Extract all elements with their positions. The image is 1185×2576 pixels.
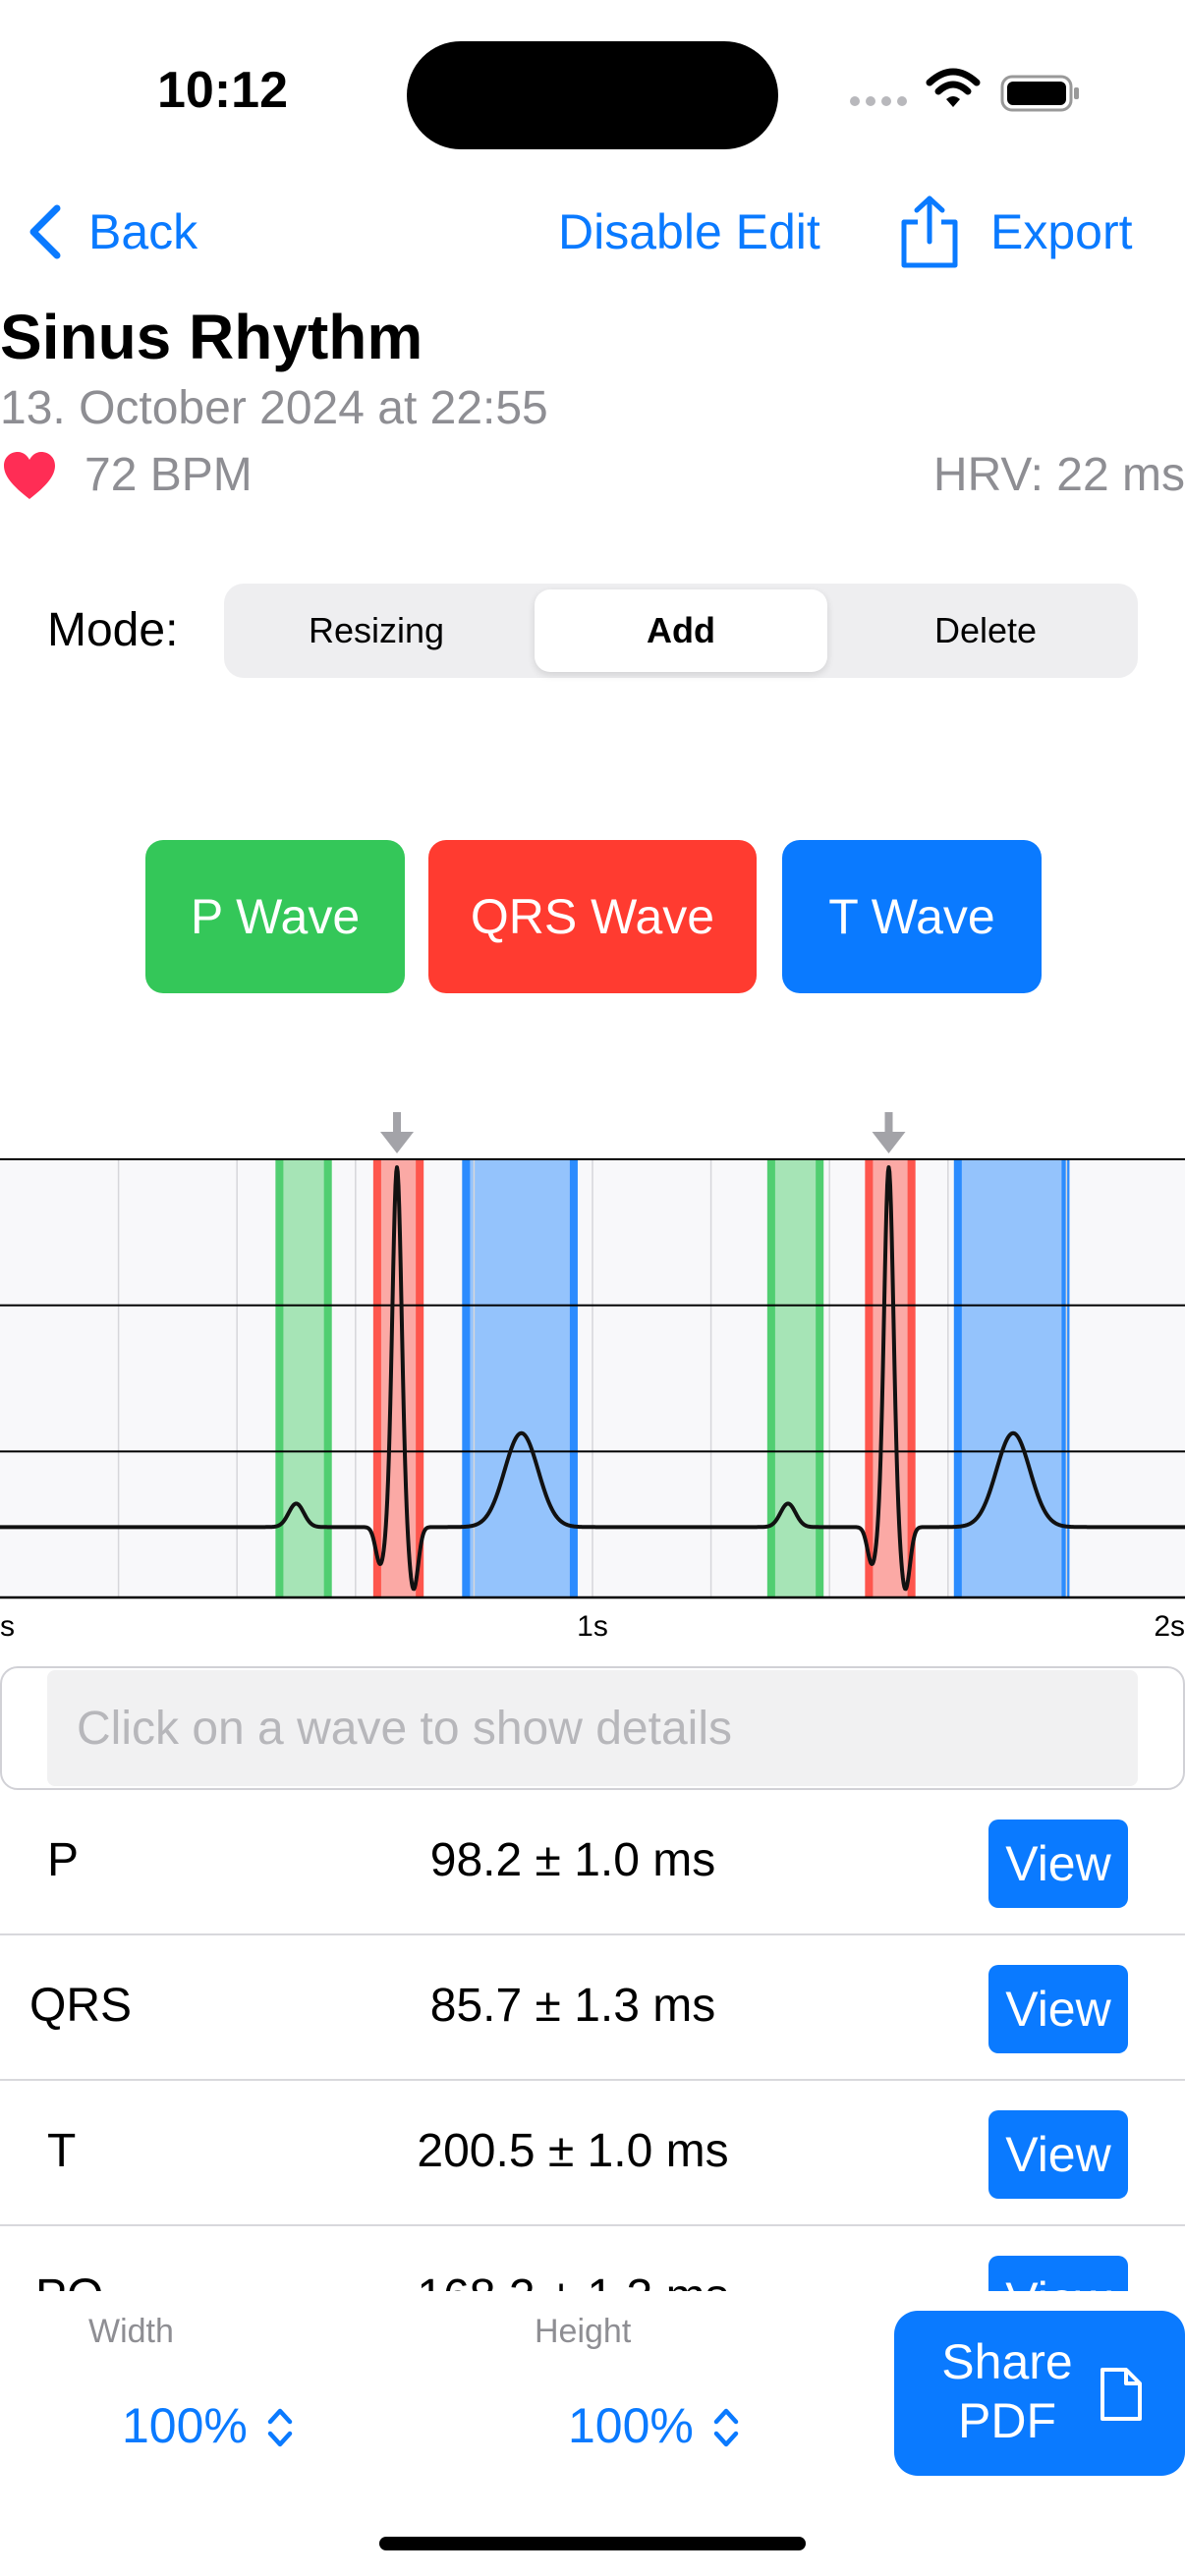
interval-value: 200.5 ± 1.0 ms [417,2125,729,2177]
interval-name: P [47,1834,80,1886]
qrs-wave-button[interactable]: QRS Wave [428,840,757,993]
wave-region-p [766,1159,824,1597]
disable-edit-button[interactable]: Disable Edit [558,204,820,259]
view-pq-button[interactable]: View [988,2256,1128,2291]
heart-icon [4,452,55,499]
region-handle-right [816,1159,824,1597]
height-stepper-icon[interactable] [709,2403,743,2452]
x-tick-label: s [0,1610,15,1643]
ecg-trace-line [0,1165,1185,1592]
width-picker[interactable]: 100% [122,2398,248,2453]
beat-marker-stem [393,1112,402,1134]
interval-value: 98.2 ± 1.0 ms [429,1834,716,1886]
share-icon[interactable] [898,195,961,269]
interval-name: QRS [29,1980,133,2032]
x-tick-label: 1s [577,1610,608,1643]
view-t-button[interactable]: View [988,2110,1128,2199]
beat-marker-stem [884,1112,893,1134]
mode-delete-segment[interactable]: Delete [933,610,1038,650]
width-label: Width [88,2313,174,2350]
region-handle-right [907,1159,916,1597]
status-time: 10:12 [157,62,288,119]
share-pdf-button[interactable]: Share PDF [894,2311,1185,2476]
interval-value: 85.7 ± 1.3 ms [429,1980,716,2032]
cellular-signal-icon [850,96,907,106]
intervals-table: P 98.2 ± 1.0 ms View QRS 85.7 ± 1.3 ms V… [0,1790,1185,2291]
beat-marker-arrow [872,1132,906,1153]
export-button[interactable]: Export [990,204,1133,259]
region-handle-left [462,1159,471,1597]
region-handle-right [569,1159,578,1597]
region-handle-left [372,1159,381,1597]
home-indicator [379,2537,806,2550]
p-wave-button[interactable]: P Wave [145,840,405,993]
heart-rate: 72 BPM [85,449,253,501]
region-handle-right [1061,1159,1070,1597]
wave-region-t [462,1159,578,1597]
chevron-left-icon[interactable] [26,202,65,261]
region-handle-left [865,1159,874,1597]
table-row: PQ 168.2 ± 1.3 ms View [0,2226,1185,2291]
wifi-icon [926,68,981,107]
wave-region-p [275,1159,332,1597]
back-button[interactable]: Back [88,204,198,259]
page-title: Sinus Rhythm [0,302,423,372]
mode-resizing-segment[interactable]: Resizing [308,610,445,650]
recording-date: 13. October 2024 at 22:55 [0,382,548,434]
view-qrs-button[interactable]: View [988,1965,1128,2053]
height-picker[interactable]: 100% [568,2398,694,2453]
width-stepper-icon[interactable] [263,2403,297,2452]
region-handle-right [416,1159,424,1597]
region-handle-left [766,1159,775,1597]
table-row: P 98.2 ± 1.0 ms View [0,1790,1185,1935]
table-row: QRS 85.7 ± 1.3 ms View [0,1935,1185,2081]
table-row: T 200.5 ± 1.0 ms View [0,2081,1185,2226]
mode-label: Mode: [47,604,179,656]
ecg-chart[interactable]: s 1s 2s [0,1100,1185,1651]
share-pdf-label: Share PDF [941,2334,1073,2448]
mode-add-segment[interactable]: Add [535,589,827,672]
beat-marker-arrow [380,1132,415,1153]
interval-value: 168.2 ± 1.3 ms [0,2269,1146,2291]
interval-name: T [47,2125,77,2177]
mode-segmented-control: Resizing Add Delete [224,584,1138,678]
wave-region-t [953,1159,1070,1597]
region-handle-left [953,1159,962,1597]
region-handle-right [323,1159,332,1597]
hrv-value: HRV: 22 ms [932,449,1185,501]
height-label: Height [535,2313,632,2350]
wave-details-field[interactable]: Click on a wave to show details [47,1670,1138,1786]
x-tick-label: 2s [1154,1610,1185,1643]
dynamic-island [407,41,778,149]
document-icon [1100,2368,1142,2421]
t-wave-button[interactable]: T Wave [782,840,1042,993]
region-handle-left [275,1159,284,1597]
view-p-button[interactable]: View [988,1820,1128,1908]
battery-icon [1000,75,1079,112]
interval-name: PQ [35,2269,103,2291]
